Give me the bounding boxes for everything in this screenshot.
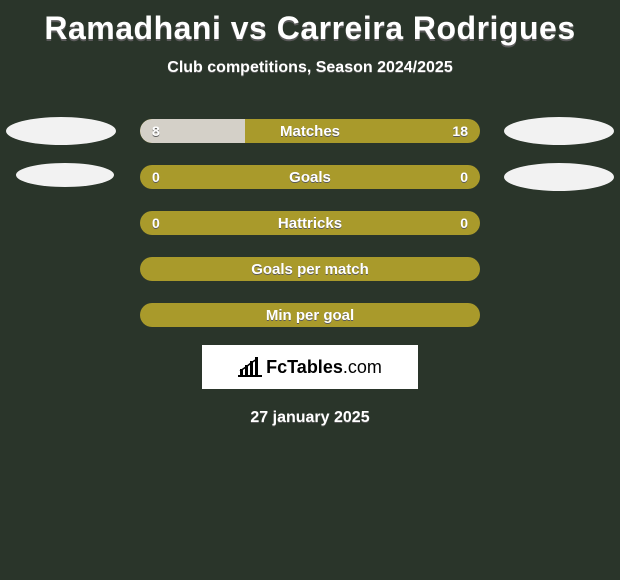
stat-value-left: 8	[152, 123, 160, 139]
stat-row-goals: 0 Goals 0	[0, 165, 620, 189]
logo-text-light: .com	[343, 357, 382, 377]
stat-label: Goals per match	[251, 261, 369, 278]
bar-chart-icon	[238, 357, 262, 377]
stat-label: Min per goal	[266, 307, 354, 324]
page-subtitle: Club competitions, Season 2024/2025	[167, 59, 452, 77]
stat-value-right: 0	[460, 169, 468, 185]
stats-area: 8 Matches 18 0 Goals 0 0 Hattricks 0	[0, 119, 620, 327]
stat-label: Matches	[280, 123, 340, 140]
stat-bar-goals: 0 Goals 0	[140, 165, 480, 189]
stat-label: Goals	[289, 169, 331, 186]
stat-bar-matches: 8 Matches 18	[140, 119, 480, 143]
player-right-ellipse	[504, 117, 614, 145]
fctables-logo-box: FcTables.com	[202, 345, 418, 389]
footer-date: 27 january 2025	[250, 409, 369, 427]
comparison-infographic: Ramadhani vs Carreira Rodrigues Club com…	[0, 0, 620, 427]
stat-value-left: 0	[152, 169, 160, 185]
stat-row-hattricks: 0 Hattricks 0	[0, 211, 620, 235]
stat-bar-goals-per-match: Goals per match	[140, 257, 480, 281]
logo-text-bold: FcTables	[266, 357, 343, 377]
player-left-ellipse	[16, 163, 114, 187]
player-left-ellipse	[6, 117, 116, 145]
stat-label: Hattricks	[278, 215, 342, 232]
stat-value-right: 18	[452, 123, 468, 139]
stat-row-matches: 8 Matches 18	[0, 119, 620, 143]
stat-row-goals-per-match: Goals per match	[0, 257, 620, 281]
stat-value-right: 0	[460, 215, 468, 231]
page-title: Ramadhani vs Carreira Rodrigues	[44, 10, 575, 47]
stat-bar-min-per-goal: Min per goal	[140, 303, 480, 327]
player-right-ellipse	[504, 163, 614, 191]
stat-value-left: 0	[152, 215, 160, 231]
fctables-logo-text: FcTables.com	[266, 357, 382, 378]
stat-bar-hattricks: 0 Hattricks 0	[140, 211, 480, 235]
stat-row-min-per-goal: Min per goal	[0, 303, 620, 327]
